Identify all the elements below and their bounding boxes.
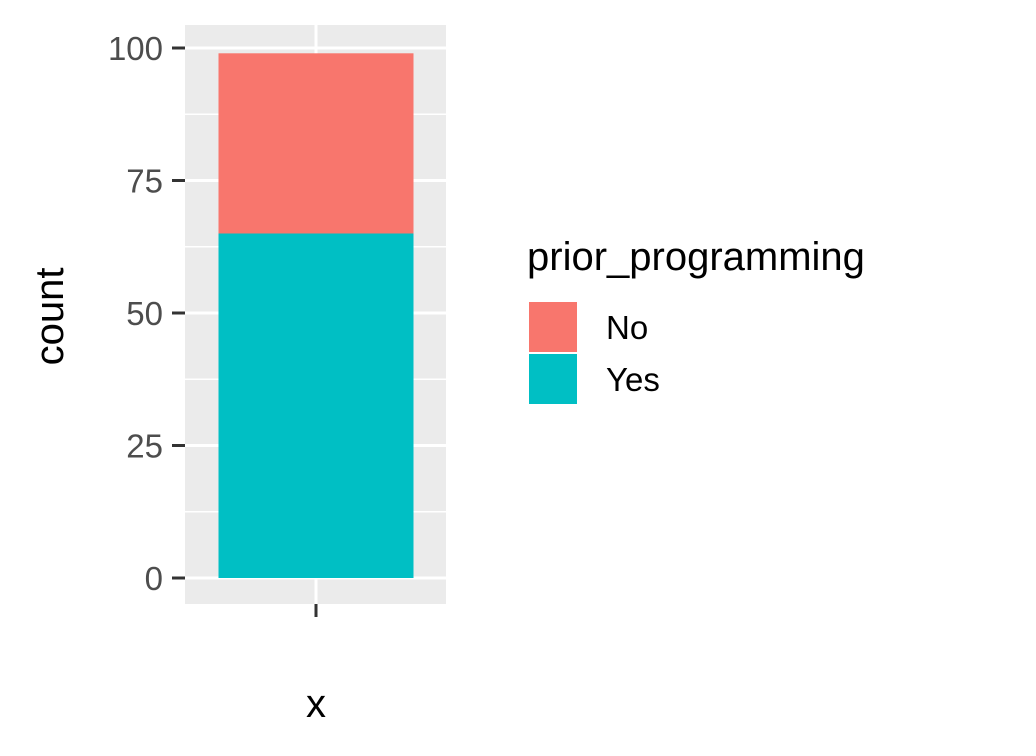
legend-label-no: No (606, 309, 648, 346)
x-axis-title: x (306, 682, 326, 726)
bar-segment-yes (219, 234, 414, 579)
y-axis-title: count (28, 268, 72, 366)
y-tick-label: 50 (126, 295, 163, 332)
y-axis: 0 25 50 75 100 (108, 30, 185, 597)
bars (219, 53, 414, 578)
legend-label-yes: Yes (606, 361, 660, 398)
legend-title: prior_programming (527, 235, 865, 279)
y-tick-label: 25 (126, 428, 163, 465)
y-tick-label: 100 (108, 30, 163, 67)
legend: prior_programming No Yes (527, 235, 865, 405)
legend-key-yes (528, 353, 578, 405)
y-tick-label: 75 (126, 163, 163, 200)
y-tick-label: 0 (145, 560, 163, 597)
legend-key-no (528, 301, 578, 353)
bar-segment-no (219, 53, 414, 233)
